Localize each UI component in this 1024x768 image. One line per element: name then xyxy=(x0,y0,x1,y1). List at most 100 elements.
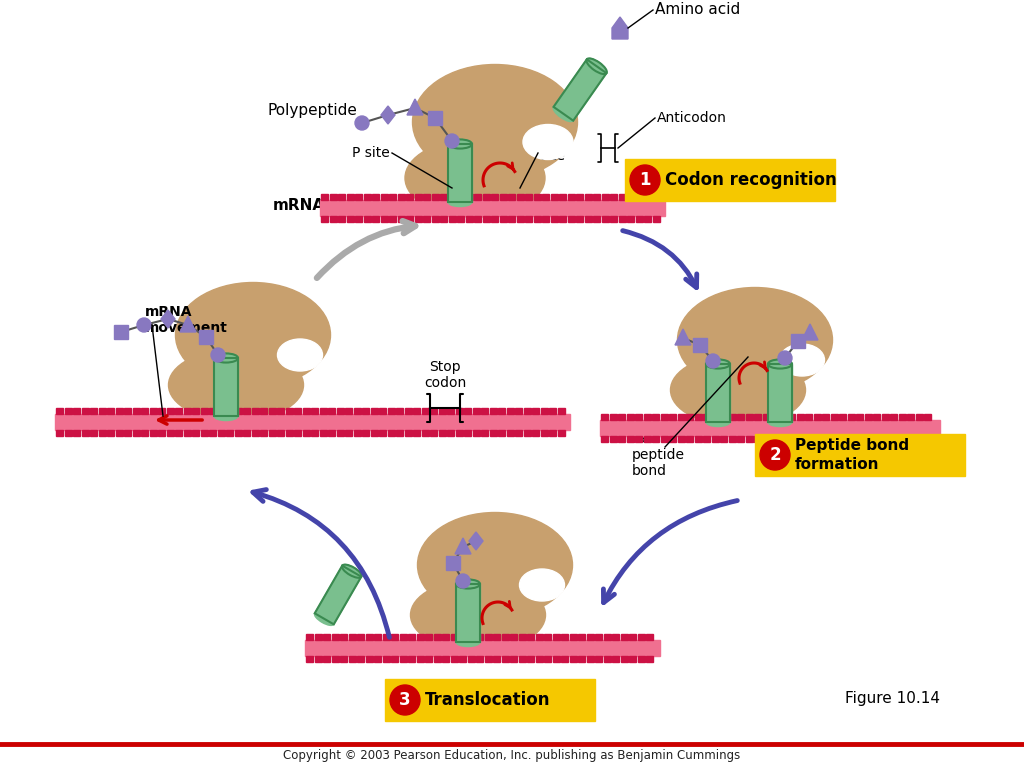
Text: A
site: A site xyxy=(540,133,565,163)
Circle shape xyxy=(211,348,225,362)
Bar xyxy=(268,430,275,436)
Ellipse shape xyxy=(437,558,543,623)
Polygon shape xyxy=(612,17,628,39)
Bar xyxy=(431,216,438,222)
Text: Stop
codon: Stop codon xyxy=(424,359,466,390)
Bar xyxy=(433,634,440,640)
Ellipse shape xyxy=(768,418,792,426)
Bar xyxy=(321,194,328,200)
Bar xyxy=(201,430,208,436)
Bar xyxy=(712,414,719,420)
Bar xyxy=(65,408,72,414)
Polygon shape xyxy=(381,106,395,124)
Bar xyxy=(907,436,914,442)
Bar xyxy=(431,194,438,200)
Bar xyxy=(314,566,361,624)
Bar xyxy=(745,414,753,420)
Bar xyxy=(338,216,345,222)
Bar xyxy=(314,656,322,662)
Bar xyxy=(408,634,415,640)
Bar xyxy=(553,656,559,662)
Bar xyxy=(515,430,522,436)
Bar xyxy=(73,408,80,414)
Bar xyxy=(328,430,335,436)
Bar xyxy=(449,216,456,222)
Bar xyxy=(502,634,509,640)
Bar xyxy=(319,430,327,436)
Bar xyxy=(132,408,139,414)
Bar xyxy=(440,194,447,200)
Bar xyxy=(768,364,792,422)
Bar xyxy=(924,414,931,420)
Bar xyxy=(644,194,651,200)
Bar xyxy=(391,634,398,640)
Bar xyxy=(396,408,403,414)
Bar xyxy=(234,430,242,436)
Bar xyxy=(175,430,182,436)
Bar xyxy=(396,430,403,436)
Polygon shape xyxy=(455,538,471,554)
Bar xyxy=(387,408,394,414)
Text: Peptide bond
formation: Peptide bond formation xyxy=(795,439,909,472)
Bar xyxy=(124,430,131,436)
Bar xyxy=(839,436,846,442)
Bar xyxy=(578,656,585,662)
Bar xyxy=(366,634,373,640)
Polygon shape xyxy=(675,329,691,345)
Ellipse shape xyxy=(214,412,238,421)
Bar xyxy=(498,408,505,414)
Bar xyxy=(459,656,466,662)
Bar xyxy=(397,216,404,222)
Ellipse shape xyxy=(413,65,578,180)
Bar xyxy=(442,656,449,662)
Bar xyxy=(330,194,337,200)
Bar xyxy=(609,436,616,442)
Bar xyxy=(551,216,557,222)
Bar xyxy=(737,436,744,442)
Bar xyxy=(175,408,182,414)
Bar xyxy=(627,436,634,442)
Bar xyxy=(805,436,812,442)
Bar xyxy=(413,430,420,436)
FancyArrowPatch shape xyxy=(623,230,696,287)
Bar xyxy=(813,414,820,420)
Bar xyxy=(404,408,412,414)
Bar xyxy=(669,436,676,442)
Bar xyxy=(652,436,659,442)
Bar xyxy=(406,216,413,222)
Bar xyxy=(567,194,574,200)
Bar xyxy=(525,216,532,222)
Bar xyxy=(209,408,216,414)
Bar xyxy=(56,430,63,436)
Bar xyxy=(214,358,238,416)
Bar xyxy=(371,408,378,414)
Bar xyxy=(399,656,407,662)
Bar xyxy=(464,430,471,436)
Bar xyxy=(541,430,548,436)
Bar xyxy=(484,634,492,640)
Bar xyxy=(442,634,449,640)
Bar xyxy=(408,656,415,662)
Bar xyxy=(489,430,497,436)
Text: Translocation: Translocation xyxy=(425,691,551,709)
Bar xyxy=(226,408,233,414)
Bar xyxy=(55,414,570,430)
Bar xyxy=(321,216,328,222)
Bar xyxy=(678,436,684,442)
Bar xyxy=(476,656,483,662)
Text: 3: 3 xyxy=(399,691,411,709)
Bar xyxy=(575,194,583,200)
Bar xyxy=(338,194,345,200)
Bar xyxy=(557,430,564,436)
Text: mRNA: mRNA xyxy=(272,198,325,214)
Bar xyxy=(404,430,412,436)
Bar xyxy=(636,194,642,200)
Bar xyxy=(234,408,242,414)
Bar xyxy=(311,408,318,414)
Bar xyxy=(167,430,173,436)
Bar xyxy=(805,414,812,420)
Bar xyxy=(643,436,650,442)
Circle shape xyxy=(445,134,459,148)
Bar xyxy=(422,408,428,414)
Bar xyxy=(474,216,481,222)
